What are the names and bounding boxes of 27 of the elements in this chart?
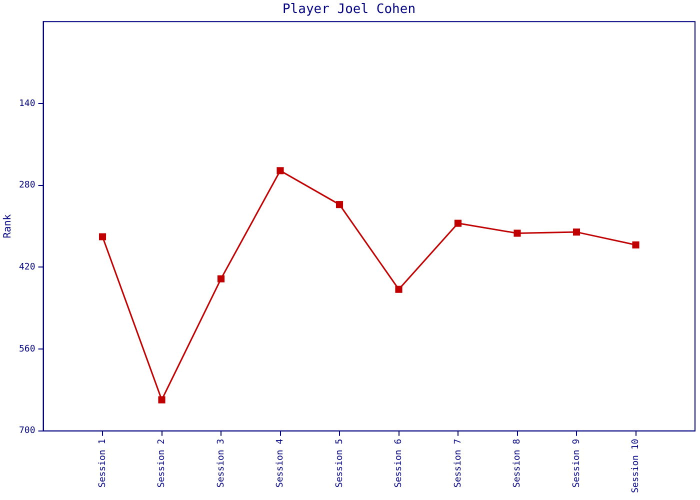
point bbox=[454, 220, 462, 227]
point bbox=[217, 275, 225, 282]
point bbox=[158, 396, 166, 404]
x-tick-label: Session 3 bbox=[216, 438, 226, 488]
x-tick-label: Session 7 bbox=[453, 438, 464, 488]
point bbox=[632, 241, 640, 248]
point bbox=[395, 286, 402, 293]
x-tick-label: Session 1 bbox=[98, 438, 108, 488]
x-tick-label: Session 5 bbox=[334, 438, 345, 488]
x-tick-label: Session 8 bbox=[512, 438, 523, 488]
y-tick-label: 700 bbox=[18, 426, 36, 436]
chart-title: Player Joel Cohen bbox=[282, 2, 416, 18]
x-tick-label: Session 10 bbox=[631, 438, 642, 494]
y-tick-label: 280 bbox=[18, 180, 36, 191]
x-tick-label: Session 4 bbox=[276, 438, 286, 488]
point bbox=[98, 233, 106, 240]
x-tick-label: Session 2 bbox=[157, 438, 168, 488]
x-tick-label: Session 6 bbox=[394, 438, 404, 488]
point bbox=[572, 228, 580, 236]
point bbox=[514, 230, 521, 237]
point bbox=[336, 201, 344, 208]
y-tick-label: 420 bbox=[18, 262, 36, 272]
y-axis-title: Rank bbox=[2, 214, 14, 238]
point bbox=[276, 167, 284, 174]
y-tick-label: 140 bbox=[18, 98, 36, 109]
y-tick-label: 560 bbox=[18, 344, 36, 354]
x-tick-label: Session 9 bbox=[572, 438, 582, 488]
